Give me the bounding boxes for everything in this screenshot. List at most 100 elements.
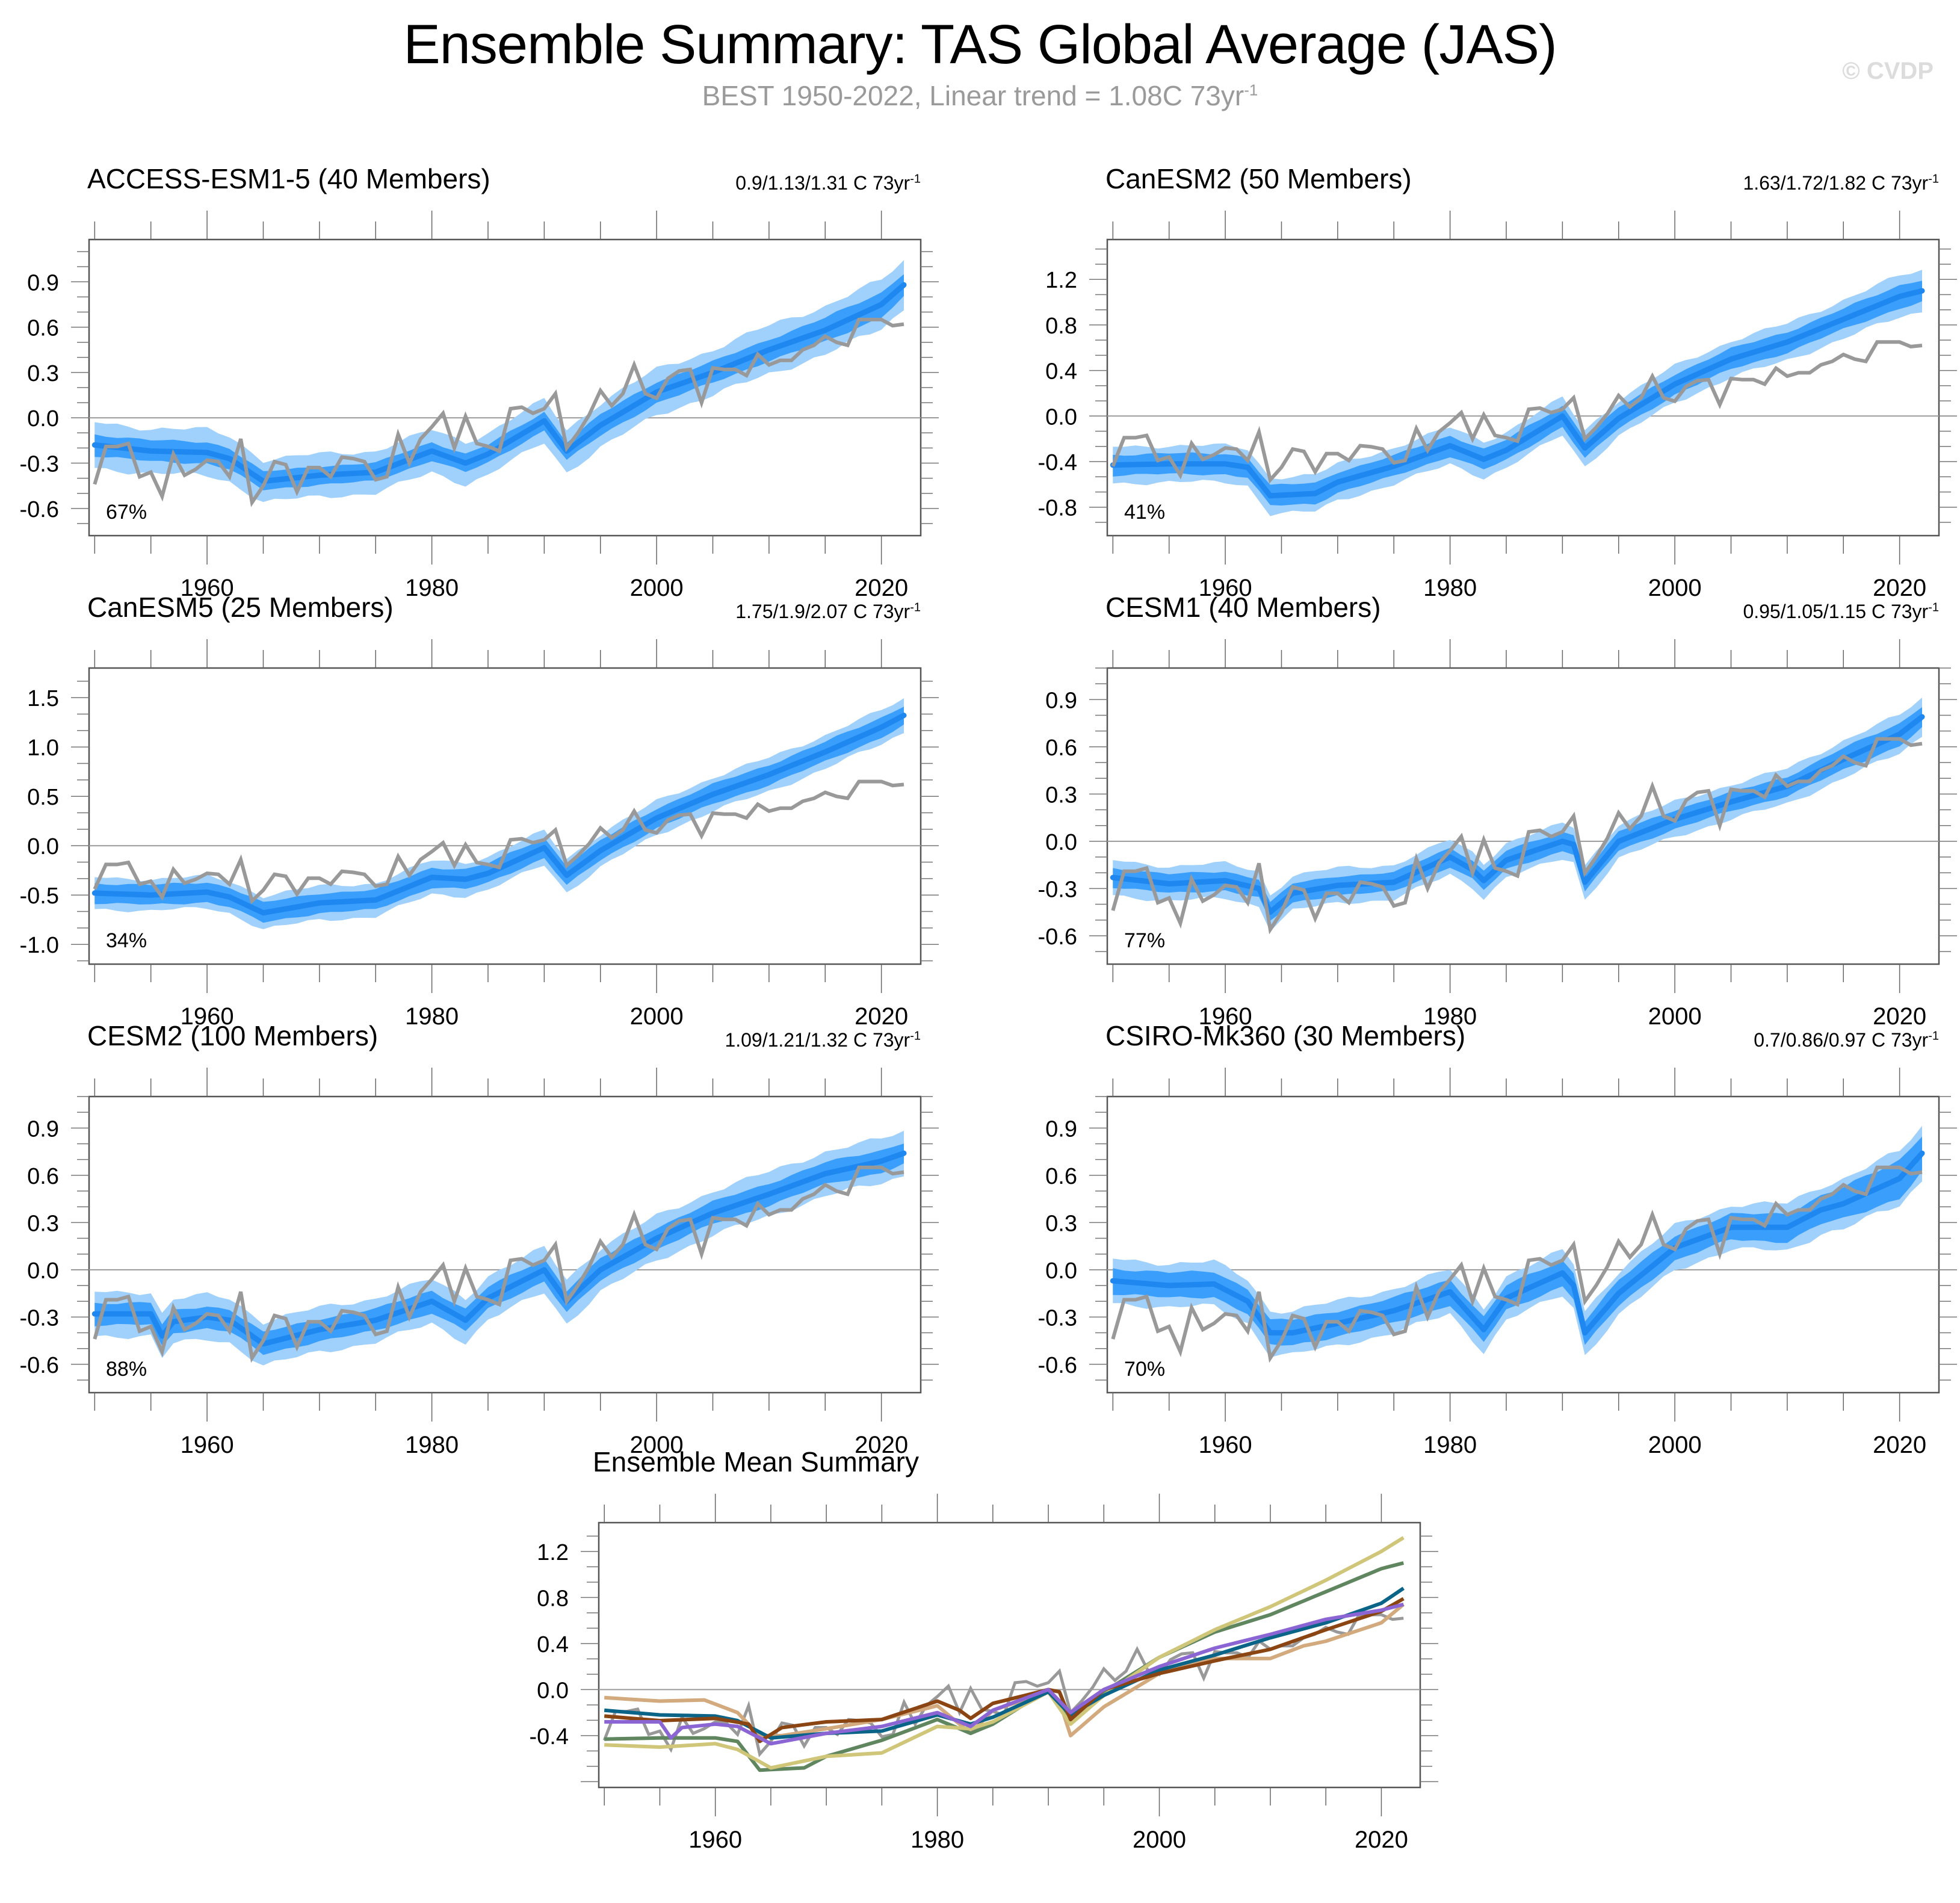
plot-area — [1110, 1125, 1925, 1363]
x-tick-label: 2020 — [1355, 1827, 1408, 1853]
chart-cesm1: 1960 1980 2000 2020 -0.6 -0.3 0.0 0.3 0.6 0.9 77% — [1038, 639, 1957, 1030]
trend-sup: -1 — [1928, 172, 1939, 186]
y-tick-label: 0.0 — [27, 834, 59, 859]
x-tick-label: 2020 — [855, 575, 908, 601]
y-tick-label: 0.0 — [537, 1678, 569, 1703]
y-tick-label: 0.0 — [1045, 404, 1077, 430]
observation-line — [1111, 340, 1923, 484]
y-tick-label: -0.5 — [20, 883, 59, 909]
trend-text: 0.9/1.13/1.31 C 73yr — [735, 172, 910, 194]
trend-text: 1.75/1.9/2.07 C 73yr — [735, 601, 910, 622]
ensemble-outer-band — [1113, 1125, 1922, 1358]
chart-access: 1960 1980 2000 2020 -0.6 -0.3 0.0 0.3 0.6 0.9 67% — [20, 211, 939, 601]
panel-trend: 1.09/1.21/1.32 C 73yr-1 — [662, 1029, 921, 1051]
panel-trend: 1.63/1.72/1.82 C 73yr-1 — [1680, 172, 1939, 194]
chart-cesm2: 1960 1980 2000 2020 -0.6 -0.3 0.0 0.3 0.6 0.9 88% — [20, 1068, 939, 1458]
panel-trend: 0.95/1.05/1.15 C 73yr-1 — [1680, 601, 1939, 623]
series-line-cesm2 — [604, 1602, 1405, 1746]
x-tick-label: 2000 — [1648, 1432, 1702, 1458]
y-tick-label: -0.6 — [1038, 1353, 1077, 1378]
chart-canesm2: 1960 1980 2000 2020 -0.8 -0.4 0.0 0.4 0.8 1.2 41% — [1038, 211, 1957, 601]
plot-frame — [1106, 238, 1940, 537]
y-tick-label: 0.3 — [1045, 782, 1077, 808]
observation-line — [1111, 1165, 1923, 1363]
panel-trend: 0.7/0.86/0.97 C 73yr-1 — [1680, 1029, 1939, 1051]
trend-sup: -1 — [1928, 601, 1939, 614]
y-tick-label: -0.3 — [20, 1305, 59, 1331]
plot-area — [91, 698, 907, 929]
ensemble-mean-line — [1110, 714, 1925, 915]
trend-sup: -1 — [1928, 1029, 1939, 1043]
observation-line — [93, 1165, 904, 1363]
x-tick-label: 1980 — [1423, 1432, 1477, 1458]
x-tick-label: 1960 — [181, 1003, 234, 1030]
y-tick-label: 0.0 — [27, 1258, 59, 1284]
panel-title: CESM2 (100 Members) — [87, 1020, 379, 1051]
trend-text: 1.09/1.21/1.32 C 73yr — [725, 1029, 910, 1051]
y-tick-label: 0.9 — [27, 270, 59, 296]
ensemble-outer-band — [94, 698, 904, 929]
x-tick-label: 2000 — [1648, 1003, 1702, 1030]
y-tick-label: 0.6 — [27, 1164, 59, 1189]
trend-sup: -1 — [910, 601, 921, 614]
trend-text: 0.7/0.86/0.97 C 73yr — [1754, 1029, 1929, 1051]
y-tick-label: 0.3 — [27, 1211, 59, 1236]
chart-canesm5: 1960 1980 2000 2020 -1.0 -0.5 0.0 0.5 1.0 1.5 34% — [20, 639, 939, 1030]
ensemble-outer-band — [1113, 698, 1922, 932]
x-tick-label: 2000 — [1648, 575, 1702, 601]
y-tick-label: 0.3 — [27, 361, 59, 386]
panel-title: CanESM5 (25 Members) — [87, 592, 394, 623]
plot-area — [91, 1130, 907, 1366]
x-tick-label: 2000 — [1133, 1827, 1186, 1853]
panel-trend: 1.75/1.9/2.07 C 73yr-1 — [662, 601, 921, 623]
panel-title: Ensemble Mean Summary — [593, 1446, 919, 1478]
x-tick-label: 1960 — [181, 575, 234, 601]
y-tick-label: -0.3 — [20, 452, 59, 477]
y-tick-label: -0.3 — [1038, 877, 1077, 902]
panel-trend: 0.9/1.13/1.31 C 73yr-1 — [662, 172, 921, 194]
y-tick-label: 1.5 — [27, 686, 59, 711]
plot-frame — [88, 667, 922, 965]
ensemble-mean-line — [1110, 1150, 1925, 1336]
y-tick-label: -0.3 — [1038, 1305, 1077, 1331]
series-line-canesm2 — [604, 1561, 1405, 1772]
ensemble-outer-band — [94, 1130, 904, 1366]
subtitle-text: BEST 1950-2022, Linear trend = 1.08C 73y… — [702, 80, 1244, 111]
x-tick-label: 2000 — [630, 1003, 684, 1030]
y-tick-label: -0.4 — [530, 1724, 569, 1750]
percent-label: 34% — [106, 929, 147, 952]
y-tick-label: 0.4 — [537, 1632, 569, 1657]
y-tick-label: 0.4 — [1045, 359, 1077, 385]
x-tick-label: 2020 — [1873, 575, 1926, 601]
y-tick-label: -0.6 — [1038, 924, 1077, 950]
x-tick-label: 1980 — [1423, 575, 1477, 601]
ensemble-inner-band — [1113, 707, 1922, 921]
panel-title: CanESM2 (50 Members) — [1105, 163, 1412, 194]
plot-frame — [1106, 667, 1940, 965]
y-tick-label: 0.6 — [1045, 1164, 1077, 1189]
subtitle: BEST 1950-2022, Linear trend = 1.08C 73y… — [0, 79, 1960, 112]
plot-frame — [598, 1521, 1421, 1789]
y-tick-label: 0.9 — [1045, 688, 1077, 713]
trend-text: 0.95/1.05/1.15 C 73yr — [1743, 601, 1929, 622]
series-line-canesm5 — [604, 1536, 1405, 1770]
y-tick-label: 0.5 — [27, 785, 59, 810]
x-tick-label: 1980 — [405, 1432, 459, 1458]
x-tick-label: 1960 — [1199, 1432, 1252, 1458]
plot-area — [1110, 270, 1925, 516]
y-tick-label: 0.0 — [1045, 1258, 1077, 1284]
percent-label: 88% — [106, 1358, 147, 1381]
y-tick-label: 0.6 — [1045, 735, 1077, 761]
y-tick-label: 0.8 — [1045, 314, 1077, 339]
x-tick-label: 1960 — [1199, 1003, 1252, 1030]
y-tick-label: 1.0 — [27, 735, 59, 761]
y-tick-label: 0.3 — [1045, 1211, 1077, 1236]
trend-text: 1.63/1.72/1.82 C 73yr — [1743, 172, 1929, 194]
main-title: Ensemble Summary: TAS Global Average (JA… — [403, 14, 1557, 75]
y-tick-label: -0.6 — [20, 497, 59, 522]
ensemble-outer-band — [1113, 270, 1922, 516]
trend-sup: -1 — [910, 1029, 921, 1043]
y-tick-label: 0.0 — [1045, 830, 1077, 855]
y-tick-label: -0.4 — [1038, 450, 1077, 475]
x-tick-label: 1980 — [405, 575, 459, 601]
